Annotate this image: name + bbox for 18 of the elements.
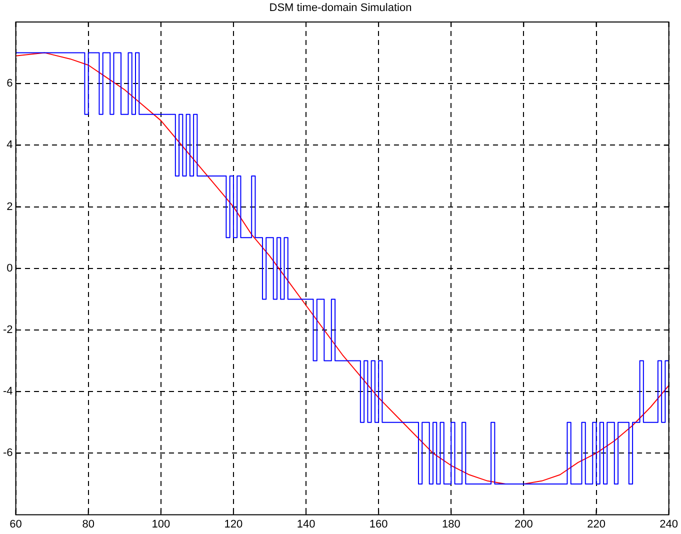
x-tick-label: 100 (152, 518, 170, 530)
y-tick-label: -6 (3, 447, 13, 460)
x-tick-label: 240 (660, 518, 678, 530)
y-tick-label: -4 (3, 386, 13, 398)
y-tick-label: 2 (6, 200, 13, 213)
chart-title: DSM time-domain Simulation (268, 2, 413, 14)
x-tick-label: 200 (514, 518, 533, 530)
x-tick-label: 140 (296, 518, 316, 530)
x-tick-label: 160 (369, 518, 388, 530)
x-tick-label: 180 (442, 518, 460, 530)
y-tick-label: -2 (3, 324, 13, 336)
y-tick-label: 4 (6, 139, 13, 152)
x-tick-label: 60 (10, 518, 22, 530)
x-tick-label: 80 (82, 518, 94, 530)
y-tick-label: 6 (6, 78, 13, 90)
y-tick-label: 0 (6, 262, 13, 274)
x-tick-label: 120 (224, 518, 243, 530)
x-tick-label: 220 (587, 518, 606, 530)
